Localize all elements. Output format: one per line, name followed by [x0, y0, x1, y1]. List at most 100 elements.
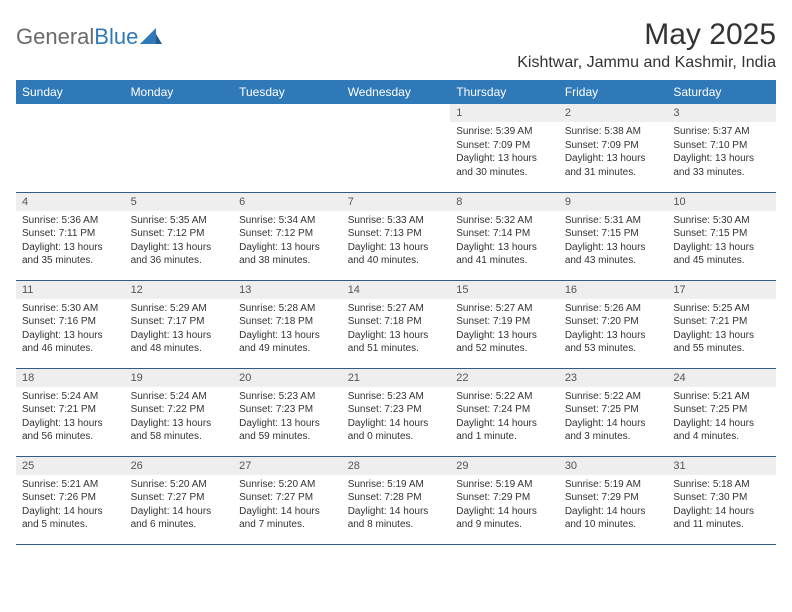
day-line-sr: Sunrise: 5:37 AM — [673, 125, 770, 139]
calendar-cell: 21Sunrise: 5:23 AMSunset: 7:23 PMDayligh… — [342, 368, 451, 456]
day-number: 11 — [16, 281, 125, 299]
calendar-page: GeneralBlue May 2025 Kishtwar, Jammu and… — [0, 0, 792, 557]
day-line-sr: Sunrise: 5:28 AM — [239, 302, 336, 316]
day-line-d2: and 36 minutes. — [131, 254, 228, 268]
calendar-cell: 29Sunrise: 5:19 AMSunset: 7:29 PMDayligh… — [450, 456, 559, 544]
day-line-d2: and 31 minutes. — [565, 166, 662, 180]
day-line-d2: and 41 minutes. — [456, 254, 553, 268]
day-line-d2: and 43 minutes. — [565, 254, 662, 268]
calendar-body: ........1Sunrise: 5:39 AMSunset: 7:09 PM… — [16, 104, 776, 544]
calendar-cell: 2Sunrise: 5:38 AMSunset: 7:09 PMDaylight… — [559, 104, 668, 192]
calendar-cell: 22Sunrise: 5:22 AMSunset: 7:24 PMDayligh… — [450, 368, 559, 456]
day-line-ss: Sunset: 7:12 PM — [239, 227, 336, 241]
day-line-sr: Sunrise: 5:38 AM — [565, 125, 662, 139]
day-line-ss: Sunset: 7:20 PM — [565, 315, 662, 329]
day-line-ss: Sunset: 7:21 PM — [22, 403, 119, 417]
day-details: Sunrise: 5:21 AMSunset: 7:25 PMDaylight:… — [667, 387, 776, 448]
day-line-d1: Daylight: 14 hours — [22, 505, 119, 519]
day-line-d1: Daylight: 14 hours — [565, 505, 662, 519]
day-line-d1: Daylight: 13 hours — [348, 241, 445, 255]
day-line-sr: Sunrise: 5:19 AM — [348, 478, 445, 492]
calendar-cell: 10Sunrise: 5:30 AMSunset: 7:15 PMDayligh… — [667, 192, 776, 280]
day-line-d2: and 7 minutes. — [239, 518, 336, 532]
day-line-sr: Sunrise: 5:36 AM — [22, 214, 119, 228]
day-line-d2: and 38 minutes. — [239, 254, 336, 268]
calendar-cell: 23Sunrise: 5:22 AMSunset: 7:25 PMDayligh… — [559, 368, 668, 456]
day-line-ss: Sunset: 7:25 PM — [673, 403, 770, 417]
day-line-d1: Daylight: 13 hours — [239, 329, 336, 343]
day-line-ss: Sunset: 7:09 PM — [456, 139, 553, 153]
day-number: 8 — [450, 193, 559, 211]
day-line-ss: Sunset: 7:12 PM — [131, 227, 228, 241]
calendar-week: 18Sunrise: 5:24 AMSunset: 7:21 PMDayligh… — [16, 368, 776, 456]
day-line-sr: Sunrise: 5:24 AM — [22, 390, 119, 404]
calendar-week: 4Sunrise: 5:36 AMSunset: 7:11 PMDaylight… — [16, 192, 776, 280]
day-line-d2: and 11 minutes. — [673, 518, 770, 532]
day-line-ss: Sunset: 7:16 PM — [22, 315, 119, 329]
calendar-week: 11Sunrise: 5:30 AMSunset: 7:16 PMDayligh… — [16, 280, 776, 368]
day-line-d2: and 45 minutes. — [673, 254, 770, 268]
day-line-sr: Sunrise: 5:35 AM — [131, 214, 228, 228]
calendar-cell: 3Sunrise: 5:37 AMSunset: 7:10 PMDaylight… — [667, 104, 776, 192]
day-details: Sunrise: 5:37 AMSunset: 7:10 PMDaylight:… — [667, 122, 776, 183]
weekday-header: Monday — [125, 80, 234, 104]
calendar-cell: .. — [342, 104, 451, 192]
day-line-d1: Daylight: 13 hours — [456, 152, 553, 166]
day-line-d1: Daylight: 14 hours — [673, 417, 770, 431]
day-line-d1: Daylight: 13 hours — [565, 329, 662, 343]
day-line-d1: Daylight: 13 hours — [673, 329, 770, 343]
day-number: 9 — [559, 193, 668, 211]
title-block: May 2025 Kishtwar, Jammu and Kashmir, In… — [517, 18, 776, 72]
day-line-d2: and 10 minutes. — [565, 518, 662, 532]
day-line-ss: Sunset: 7:17 PM — [131, 315, 228, 329]
weekday-header: Thursday — [450, 80, 559, 104]
day-number: 14 — [342, 281, 451, 299]
weekday-header: Friday — [559, 80, 668, 104]
day-line-sr: Sunrise: 5:34 AM — [239, 214, 336, 228]
day-line-d2: and 56 minutes. — [22, 430, 119, 444]
day-number: 15 — [450, 281, 559, 299]
header: GeneralBlue May 2025 Kishtwar, Jammu and… — [16, 18, 776, 72]
day-number: 24 — [667, 369, 776, 387]
calendar-cell: 19Sunrise: 5:24 AMSunset: 7:22 PMDayligh… — [125, 368, 234, 456]
day-line-ss: Sunset: 7:11 PM — [22, 227, 119, 241]
day-details: Sunrise: 5:36 AMSunset: 7:11 PMDaylight:… — [16, 211, 125, 272]
day-number: 30 — [559, 457, 668, 475]
day-number: 22 — [450, 369, 559, 387]
day-number: 12 — [125, 281, 234, 299]
day-line-sr: Sunrise: 5:20 AM — [131, 478, 228, 492]
day-line-d1: Daylight: 13 hours — [348, 329, 445, 343]
day-line-d2: and 35 minutes. — [22, 254, 119, 268]
day-details: Sunrise: 5:38 AMSunset: 7:09 PMDaylight:… — [559, 122, 668, 183]
day-line-d1: Daylight: 13 hours — [22, 329, 119, 343]
day-number: 28 — [342, 457, 451, 475]
day-line-ss: Sunset: 7:15 PM — [673, 227, 770, 241]
day-line-sr: Sunrise: 5:39 AM — [456, 125, 553, 139]
logo-sail-icon — [140, 24, 162, 50]
day-number: 2 — [559, 104, 668, 122]
day-line-d2: and 6 minutes. — [131, 518, 228, 532]
day-number: 19 — [125, 369, 234, 387]
day-line-d1: Daylight: 13 hours — [456, 241, 553, 255]
day-details: Sunrise: 5:30 AMSunset: 7:15 PMDaylight:… — [667, 211, 776, 272]
day-line-ss: Sunset: 7:13 PM — [348, 227, 445, 241]
day-line-ss: Sunset: 7:21 PM — [673, 315, 770, 329]
day-details: Sunrise: 5:23 AMSunset: 7:23 PMDaylight:… — [342, 387, 451, 448]
day-line-sr: Sunrise: 5:19 AM — [456, 478, 553, 492]
day-number: 17 — [667, 281, 776, 299]
day-line-d2: and 51 minutes. — [348, 342, 445, 356]
day-details: Sunrise: 5:23 AMSunset: 7:23 PMDaylight:… — [233, 387, 342, 448]
calendar-cell: 30Sunrise: 5:19 AMSunset: 7:29 PMDayligh… — [559, 456, 668, 544]
day-number: 5 — [125, 193, 234, 211]
day-line-ss: Sunset: 7:19 PM — [456, 315, 553, 329]
calendar-cell: 31Sunrise: 5:18 AMSunset: 7:30 PMDayligh… — [667, 456, 776, 544]
day-details: Sunrise: 5:39 AMSunset: 7:09 PMDaylight:… — [450, 122, 559, 183]
calendar-cell: 27Sunrise: 5:20 AMSunset: 7:27 PMDayligh… — [233, 456, 342, 544]
day-line-d2: and 59 minutes. — [239, 430, 336, 444]
day-details: Sunrise: 5:27 AMSunset: 7:18 PMDaylight:… — [342, 299, 451, 360]
location-subtitle: Kishtwar, Jammu and Kashmir, India — [517, 54, 776, 72]
day-details: Sunrise: 5:30 AMSunset: 7:16 PMDaylight:… — [16, 299, 125, 360]
calendar-cell: 17Sunrise: 5:25 AMSunset: 7:21 PMDayligh… — [667, 280, 776, 368]
day-line-d1: Daylight: 13 hours — [456, 329, 553, 343]
day-details: Sunrise: 5:19 AMSunset: 7:29 PMDaylight:… — [450, 475, 559, 536]
